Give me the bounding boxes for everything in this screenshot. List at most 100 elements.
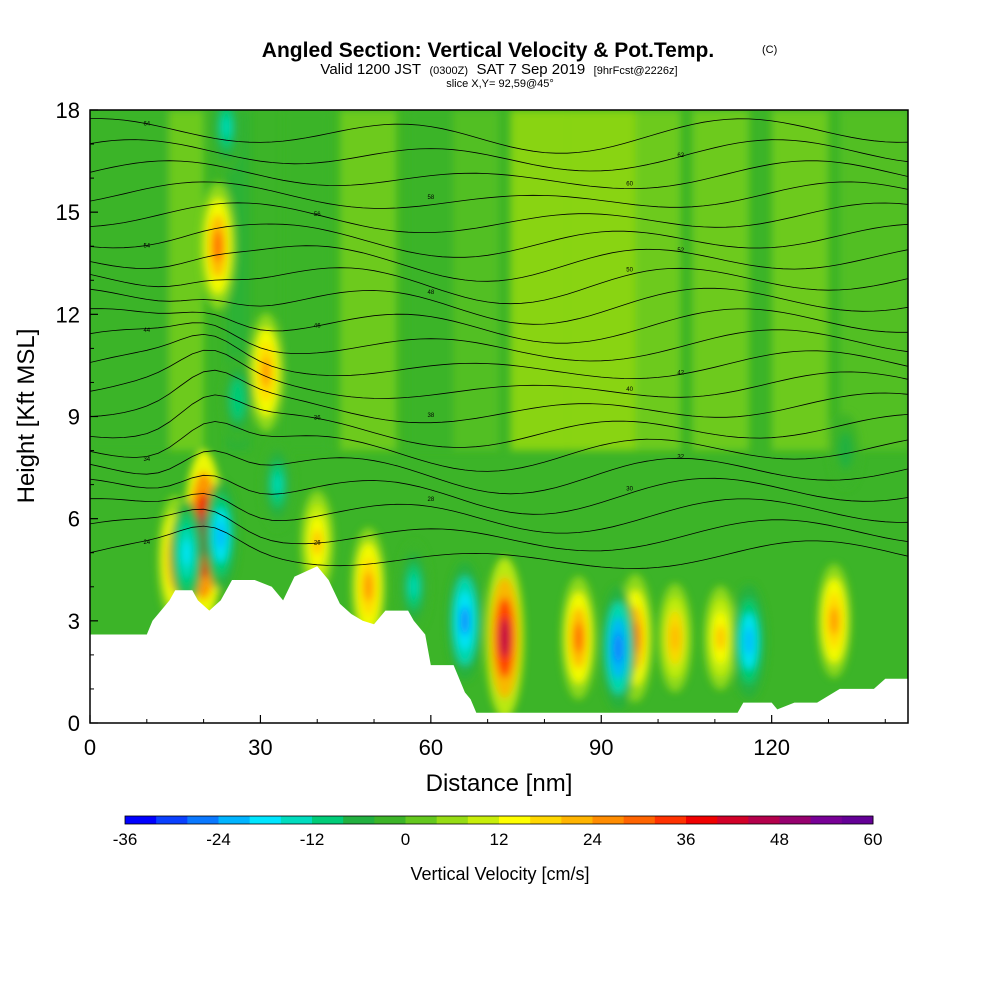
colorbar-tick-label: -36 xyxy=(113,830,138,849)
colorbar-tick-label: 0 xyxy=(401,830,410,849)
y-tick-label: 9 xyxy=(68,405,80,430)
colorbar-swatch xyxy=(218,816,251,824)
colorbar-title: Vertical Velocity [cm/s] xyxy=(410,864,589,884)
theta-contour xyxy=(90,474,908,515)
x-axis-label: Distance [nm] xyxy=(426,770,573,797)
velocity-band xyxy=(283,110,329,451)
contour-label: 24 xyxy=(143,540,150,546)
updraft-core xyxy=(829,606,839,636)
velocity-band xyxy=(169,110,204,451)
updraft-core xyxy=(574,622,583,654)
downdraft-core xyxy=(409,575,418,598)
velocity-field xyxy=(90,110,908,719)
y-axis-label: Height [Kft MSL] xyxy=(13,329,40,504)
y-tick-label: 18 xyxy=(56,98,80,123)
chart-subtitle: Valid 1200 JST (0300Z) SAT 7 Sep 2019 [9… xyxy=(320,61,677,78)
contour-label: 28 xyxy=(427,497,434,503)
y-tick-label: 0 xyxy=(68,711,80,736)
velocity-band xyxy=(771,110,829,451)
plot-area: 24 26 28 30 32 34 36 38 40 42 44 46 48 50 52 54 56 58 60 62… xyxy=(90,110,908,723)
colorbar-tick-label: 48 xyxy=(770,830,789,849)
updraft-core xyxy=(364,571,373,602)
colorbar-swatch xyxy=(748,816,780,824)
contour-label: 42 xyxy=(677,371,684,377)
contour-label: 26 xyxy=(314,540,321,546)
velocity-band xyxy=(567,110,636,451)
velocity-band xyxy=(635,110,681,451)
theta-contour xyxy=(90,450,908,495)
downdraft-core xyxy=(841,441,850,460)
terrain-mask xyxy=(90,566,908,723)
theta-contour xyxy=(90,223,908,258)
colorbar-swatch xyxy=(405,816,438,824)
colorbar-tick-label: 60 xyxy=(864,830,883,849)
updraft-core xyxy=(313,529,322,556)
downdraft-core xyxy=(233,388,242,411)
theta-contour xyxy=(90,160,908,190)
chart-title-unit: (C) xyxy=(762,44,777,56)
updraft-core xyxy=(670,624,680,652)
updraft-core xyxy=(213,230,223,263)
subtitle-utc: (0300Z) xyxy=(430,65,469,77)
colorbar-swatch xyxy=(499,816,531,824)
colorbar-swatch xyxy=(156,816,188,824)
velocity-band xyxy=(408,110,454,451)
colorbar-swatch xyxy=(187,816,219,824)
contour-labels: 24 26 28 30 32 34 36 38 40 42 44 46 48 50 52 54 56 58 60 62… xyxy=(143,122,684,547)
downdraft-core xyxy=(222,115,231,139)
colorbar-swatch xyxy=(312,816,344,824)
theta-contour xyxy=(90,394,908,448)
colorbar-swatch xyxy=(717,816,749,824)
x-tick-label: 60 xyxy=(419,735,443,760)
contour-label: 50 xyxy=(626,268,633,274)
contour-label: 48 xyxy=(427,290,434,296)
colorbar-tick-label: 24 xyxy=(583,830,602,849)
theta-contour xyxy=(90,139,908,172)
y-axis: 0 3 6 9 12 15 18 xyxy=(56,98,98,736)
theta-contour xyxy=(90,267,908,305)
x-axis: 0 30 60 90 120 xyxy=(84,715,886,760)
slice-info: slice X,Y= 92,59@45° xyxy=(446,78,554,90)
contour-label: 40 xyxy=(626,387,633,393)
theta-contour xyxy=(90,493,908,534)
colorbar-swatch xyxy=(125,816,157,824)
colorbar: -36 -24 -12 0 12 24 36 48 60 xyxy=(113,815,883,849)
colorbar-tick-label: -24 xyxy=(206,830,231,849)
colorbar-tick-label: 36 xyxy=(677,830,696,849)
contour-label: 56 xyxy=(314,212,321,218)
contour-label: 38 xyxy=(427,413,434,419)
theta-contour xyxy=(90,508,908,552)
velocity-band xyxy=(839,110,908,451)
contour-label: 60 xyxy=(626,182,633,188)
colorbar-swatch xyxy=(810,816,843,824)
subtitle-forecast: [9hrFcst@2226z] xyxy=(594,65,678,77)
colorbar-swatch xyxy=(467,816,500,824)
y-tick-label: 12 xyxy=(56,302,80,327)
x-tick-label: 0 xyxy=(84,735,96,760)
theta-contour xyxy=(90,181,908,209)
colorbar-swatch xyxy=(374,816,406,824)
downdraft-core xyxy=(182,539,191,566)
theta-contour xyxy=(90,118,908,154)
theta-contour xyxy=(90,333,908,380)
contour-label: 62 xyxy=(677,153,684,159)
velocity-band xyxy=(339,110,397,451)
downdraft-core xyxy=(744,627,754,656)
colorbar-tick-label: 12 xyxy=(490,830,509,849)
contour-label: 30 xyxy=(626,486,633,492)
colorbar-swatch xyxy=(249,816,282,824)
contour-label: 46 xyxy=(314,323,321,329)
contour-label: 54 xyxy=(143,244,150,250)
downdraft-core xyxy=(613,632,623,664)
chart-title: Angled Section: Vertical Velocity & Pot.… xyxy=(262,39,714,62)
theta-contour xyxy=(90,369,908,424)
theta-contour xyxy=(90,525,908,569)
colorbar-swatch xyxy=(623,816,656,824)
contour-label: 34 xyxy=(143,457,150,463)
x-tick-label: 90 xyxy=(589,735,613,760)
contour-label: 52 xyxy=(677,248,684,254)
theta-contours xyxy=(90,118,908,569)
theta-contour xyxy=(90,245,908,282)
subtitle-date: SAT 7 Sep 2019 xyxy=(476,61,585,78)
